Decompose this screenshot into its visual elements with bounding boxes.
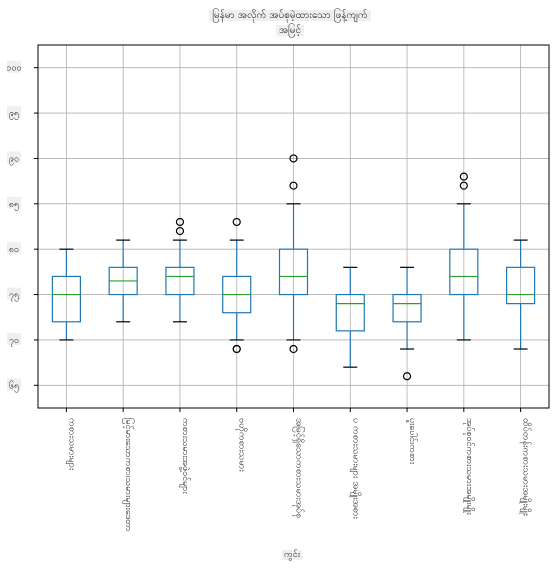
y-tick-label-bg	[7, 378, 21, 391]
x-tick-label-group: ပ ကစားသမားများ အမျိုးအစား	[349, 418, 361, 520]
flier-point	[175, 226, 185, 236]
chart-subtitle: အမြင့်	[275, 25, 305, 36]
flier-point	[459, 181, 468, 190]
flier-point	[459, 172, 468, 181]
flier-point	[289, 154, 298, 163]
x-tick-label-group: ထိပ်တန်းကစားသမားအမျိုးမျိုး	[520, 418, 532, 516]
flier-point	[232, 217, 241, 227]
x-tick-label: ပူးပေါင်းကစား	[406, 418, 418, 465]
x-tick-label: မြင့်မားသောကစားသမားများဒေတာ	[122, 418, 135, 532]
x-tick-label-group: ကစားသမားအဖွဲ့ဝင်များ	[179, 418, 191, 494]
chart-title-block: မြန်မာ အလိုက် အပ်စုမဲ့ထားသော ဖြန့်ကျက် အ…	[190, 8, 390, 38]
y-tick-label: ၈၀	[9, 245, 19, 255]
y-tick-label: ၈၅	[9, 200, 19, 211]
box	[449, 248, 479, 296]
box	[335, 293, 365, 332]
y-tick-label-bg	[7, 60, 21, 73]
flier-point	[289, 181, 298, 190]
y-tick-label: ၆၅	[9, 380, 19, 392]
y-tick-label-bg	[7, 287, 21, 300]
x-tick-label-group: မြင့်မားသောကစားသမားများဒေတာ	[122, 418, 135, 532]
x-tick-label-group: အမြင့်ရှိသောကစားသမားအုပ်စု	[293, 418, 306, 518]
x-tick-label-group: အုပ်စုဝင်ကစားသမားအမျိုးမျိုး	[463, 418, 475, 515]
box	[506, 266, 536, 305]
chart-title: မြန်မာ အလိုက် အပ်စုမဲ့ထားသော ဖြန့်ကျက်	[209, 10, 371, 21]
x-tick-label: ကစားသမားများ	[65, 418, 76, 471]
x-axis-label: ကွင်း	[281, 550, 303, 560]
box	[51, 275, 81, 323]
x-tick-label: ထိပ်တန်းကစားသမားအမျိုးမျိုး	[520, 418, 532, 516]
box	[165, 266, 195, 296]
y-tick-label: ၉၅	[9, 109, 19, 120]
y-tick-label-bg	[7, 332, 21, 345]
y-tick-label: ၇၅	[9, 291, 19, 302]
box	[278, 248, 309, 296]
x-tick-label-group: ကစားသမားများ	[65, 418, 76, 471]
y-tick-label-bg	[7, 242, 21, 255]
y-tick-label-bg	[7, 106, 21, 119]
y-tick-label: ၁၀၀	[6, 64, 21, 74]
x-tick-label: ဗဟိုကစားသမား	[236, 418, 248, 472]
y-tick-label-bg	[7, 196, 21, 209]
x-tick-label-group: ဗဟိုကစားသမား	[236, 418, 248, 472]
x-tick-label: အုပ်စုဝင်ကစားသမားအမျိုးမျိုး	[463, 418, 475, 515]
flier-point	[289, 344, 298, 354]
x-axis-label-block: ကွင်း	[272, 549, 312, 562]
box	[392, 293, 422, 323]
flier-point	[232, 344, 241, 354]
y-tick-label: ၉၀	[9, 154, 19, 165]
x-tick-label: ပ ကစားသမားများ အမျိုးအစား	[349, 418, 361, 520]
x-tick-label: ကစားသမားအဖွဲ့ဝင်များ	[179, 418, 191, 494]
x-tick-label-group: ပူးပေါင်းကစား	[406, 418, 418, 465]
x-tick-label: အမြင့်ရှိသောကစားသမားအုပ်စု	[293, 418, 306, 518]
y-tick-label: ၇၀	[9, 336, 19, 347]
y-tick-label-bg	[7, 151, 21, 164]
flier-point	[175, 217, 185, 227]
flier-point	[402, 372, 412, 381]
